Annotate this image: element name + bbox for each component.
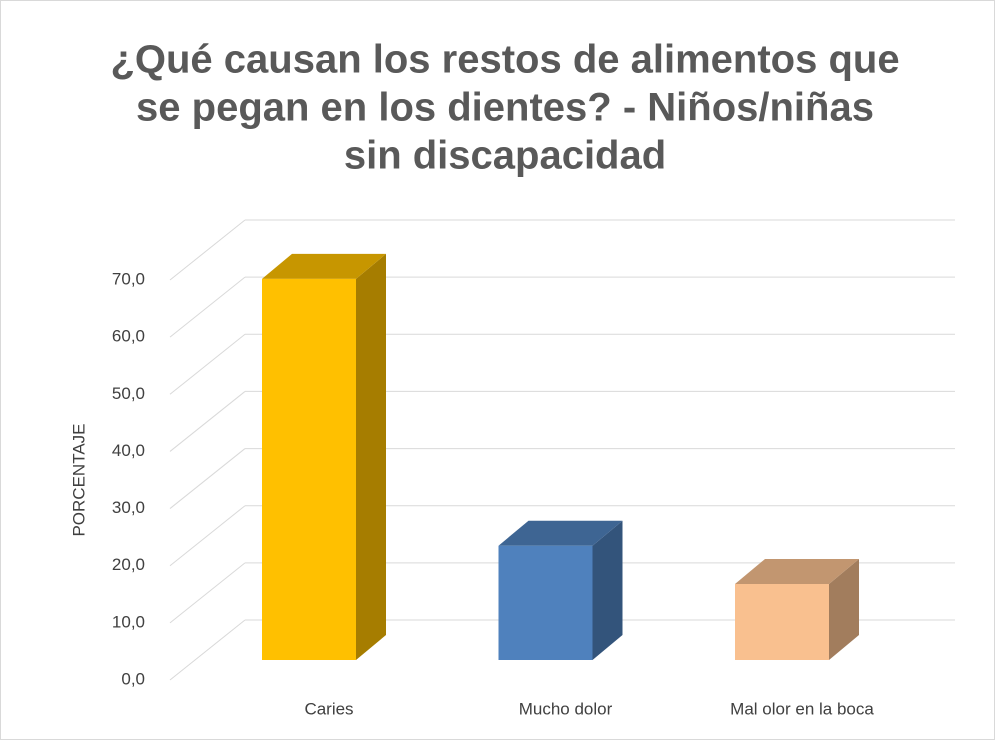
y-tick-label: 30,0 [112,498,145,517]
chart-title: sin discapacidad [344,134,666,178]
grid-line [169,562,246,624]
grid-line [169,619,246,681]
bar-top [735,559,859,584]
bar [735,584,829,660]
x-tick-label: Mal olor en la boca [730,699,874,718]
y-tick-label: 40,0 [112,441,145,460]
bar [262,278,356,660]
y-tick-label: 50,0 [112,384,145,403]
chart-title: se pegan en los dientes? - Niños/niñas [136,86,874,130]
bar [498,545,593,660]
chart-title: ¿Qué causan los restos de alimentos que [110,38,899,82]
y-tick-label: 60,0 [112,327,145,346]
bar-top [498,520,623,546]
grid-line [169,276,246,338]
y-axis-label: PORCENTAJE [69,423,88,536]
y-tick-label: 70,0 [112,269,145,288]
grid-line [169,505,246,567]
y-tick-label: 20,0 [112,555,145,574]
y-tick-label: 0,0 [121,669,145,688]
grid-line [169,333,246,395]
grid-line [169,391,246,452]
bar-side [829,559,859,660]
x-tick-label: Mucho dolor [519,699,613,718]
x-tick-label: Caries [304,699,353,718]
bar-side [592,520,623,660]
grid-line [169,448,246,509]
bar-top [262,253,386,279]
y-tick-label: 10,0 [112,612,145,631]
grid-line [169,219,246,281]
bar-side [356,253,386,660]
